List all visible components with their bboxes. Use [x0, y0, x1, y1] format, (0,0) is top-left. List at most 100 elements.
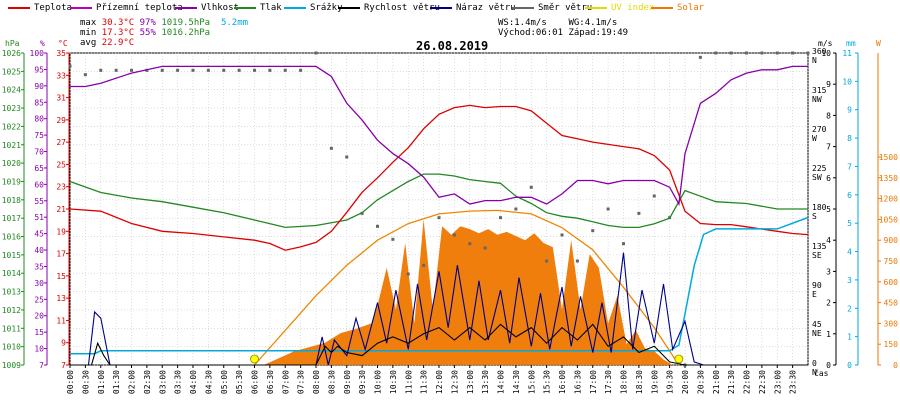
tick-label-wind-dir-name: SE	[812, 251, 822, 260]
x-tick-label: 19:00	[650, 370, 659, 394]
wind-dir-point	[422, 263, 426, 267]
x-tick-label: 15:30	[543, 370, 552, 394]
wind-dir-point	[176, 68, 180, 72]
legend-label: Srážky	[310, 3, 343, 13]
legend-swatch	[70, 6, 92, 9]
tick-label-humidity_pct: 95	[34, 65, 44, 74]
wind-dir-point	[452, 233, 456, 237]
tick-label-wind-ms: 8	[826, 111, 831, 120]
tick-label-temperature_c: 13	[56, 294, 66, 303]
tick-label-wind-ms: 1	[826, 330, 831, 339]
tick-label-wind-ms: 6	[826, 174, 831, 183]
x-tick-label: 08:30	[327, 370, 336, 394]
legend-swatch	[585, 6, 607, 9]
tick-label-pressure_hpa: 1026	[2, 49, 21, 58]
x-tick-label: 03:00	[158, 370, 167, 394]
x-tick-label: 14:30	[512, 370, 521, 394]
tick-label-wind-dir-name: E	[812, 290, 817, 299]
wind-dir-point	[575, 259, 579, 263]
x-tick-label: 02:30	[143, 370, 152, 394]
tick-label-wind-dir: 225	[812, 164, 827, 173]
tick-label-wind-dir: 0	[812, 359, 817, 368]
x-tick-label: 00:30	[81, 370, 90, 394]
legend-entry-5: Rychlost větru	[338, 3, 440, 13]
tick-label-humidity_pct: 40	[34, 246, 44, 255]
x-tick-label: 23:30	[789, 370, 798, 394]
legend-entry-6: Náraz větru	[430, 3, 516, 13]
tick-label-solar: 150	[884, 340, 899, 349]
legend-swatch	[284, 6, 306, 9]
tick-label-wind-ms: 10	[821, 49, 831, 58]
tick-label-wind-ms: 3	[826, 267, 831, 276]
wind-dir-point	[222, 68, 226, 72]
x-tick-label: 21:00	[712, 370, 721, 394]
tick-label-solar: 900	[884, 236, 899, 245]
x-tick-label: 06:00	[251, 370, 260, 394]
tick-label-pressure_hpa: 1023	[2, 104, 21, 113]
tick-label-solar: 1500	[879, 153, 898, 162]
wind-dir-point	[437, 216, 441, 220]
tick-label-rain: 8	[847, 134, 852, 143]
tick-label-wind-ms: 4	[826, 236, 831, 245]
wind-dir-point	[114, 68, 118, 72]
tick-label-temperature_c: 19	[56, 227, 66, 236]
tick-label-wind-dir: 360	[812, 47, 827, 56]
x-tick-label: 19:30	[666, 370, 675, 394]
legend-entry-9: Solar	[651, 3, 704, 13]
tick-label-wind-ms: 5	[826, 205, 831, 214]
x-tick-label: 22:00	[743, 370, 752, 394]
wind-dir-point	[376, 224, 379, 228]
tick-label-humidity_pct: 10	[34, 345, 44, 354]
tick-label-solar: 450	[884, 299, 899, 308]
tick-label-temperature_c: 7	[61, 361, 66, 370]
legend-entry-7: Směr větru	[512, 3, 592, 13]
legend-label: Teplota	[34, 3, 72, 13]
x-tick-label: 08:00	[312, 370, 321, 394]
uv-marker	[674, 354, 684, 364]
tick-label-wind-dir-name: NE	[812, 329, 822, 338]
x-tick-label: 01:00	[97, 370, 106, 394]
series-humidity	[70, 65, 808, 207]
uv-marker	[250, 354, 259, 364]
x-tick-label: 02:00	[128, 370, 137, 394]
tick-label-temperature_c: 31	[56, 94, 66, 103]
wind-dir-point	[622, 242, 625, 246]
tick-label-humidity_pct: 35	[34, 262, 44, 271]
wind-dir-point	[591, 229, 595, 233]
x-tick-label: 06:30	[266, 370, 275, 394]
tick-label-rain: 1	[847, 333, 852, 342]
tick-label-wind-dir: 315	[812, 86, 827, 95]
x-tick-label: 20:30	[696, 370, 705, 394]
legend-swatch	[651, 6, 673, 9]
wind-dir-point	[560, 233, 564, 237]
x-tick-label: 10:30	[389, 370, 398, 394]
tick-label-wind-ms: 0	[826, 361, 831, 370]
wind-dir-point	[745, 51, 748, 55]
tick-label-rain: 3	[847, 276, 852, 285]
tick-label-pressure_hpa: 1014	[2, 269, 21, 278]
tick-label-solar: 600	[884, 278, 899, 287]
wind-dir-point	[329, 146, 333, 150]
wind-dir-point	[499, 216, 502, 220]
tick-label-wind-dir-name: N	[812, 368, 817, 377]
tick-label-humidity_pct: 100	[30, 49, 45, 58]
x-tick-label: 20:00	[681, 370, 690, 394]
tick-label-humidity_pct: 80	[34, 115, 44, 124]
tick-label-pressure_hpa: 1011	[2, 324, 21, 333]
series-wind-gust	[70, 252, 808, 366]
x-tick-label: 23:00	[773, 370, 782, 394]
unit-label-pct: %	[40, 39, 45, 48]
legend-label: Vlhkost	[201, 3, 239, 13]
tick-label-humidity_pct: 60	[34, 180, 44, 189]
tick-label-temperature_c: 15	[56, 272, 66, 281]
unit-label-hpa: hPa	[5, 39, 20, 48]
wind-dir-point	[729, 51, 733, 55]
tick-label-humidity_pct: 70	[34, 148, 44, 157]
x-tick-label: 13:30	[481, 370, 490, 394]
x-tick-label: 03:30	[174, 370, 183, 394]
wind-dir-point	[483, 246, 487, 250]
x-tick-label: 11:30	[420, 370, 429, 394]
tick-label-pressure_hpa: 1024	[2, 86, 21, 95]
unit-label-w: W	[876, 39, 881, 48]
tick-label-pressure_hpa: 1019	[2, 177, 21, 186]
